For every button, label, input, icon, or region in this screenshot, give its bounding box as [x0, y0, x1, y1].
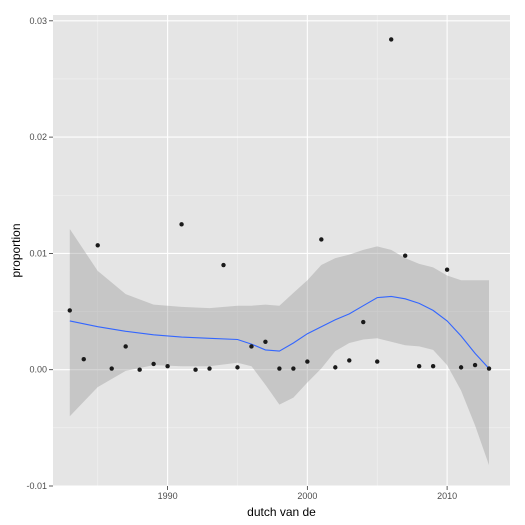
y-axis-title: proportion	[9, 223, 23, 277]
data-point	[179, 222, 184, 227]
smooth-line	[69, 295, 490, 369]
data-point	[249, 344, 254, 349]
data-point	[193, 367, 198, 372]
data-point	[165, 364, 170, 369]
data-point	[137, 367, 142, 372]
data-point	[444, 267, 450, 272]
data-point	[207, 366, 212, 371]
data-point	[416, 364, 422, 369]
data-point	[221, 262, 226, 268]
data-point	[263, 339, 268, 344]
plot-panel	[53, 15, 510, 486]
data-point	[81, 357, 86, 362]
y-tick-label: 0.03	[29, 16, 47, 26]
minor-grid	[53, 15, 510, 486]
y-tick-label: 0.01	[29, 248, 47, 258]
data-point	[123, 344, 128, 349]
y-tick-label: -0.01	[26, 481, 47, 491]
data-points	[67, 37, 492, 372]
data-point	[277, 366, 282, 371]
data-point	[235, 365, 240, 370]
data-point	[319, 237, 324, 242]
x-axis-ticks: 1990 2000 2010	[158, 486, 457, 501]
data-point	[67, 308, 72, 313]
data-point	[361, 319, 366, 325]
data-point	[347, 358, 352, 363]
x-axis-title: dutch van de	[247, 505, 316, 519]
data-point	[333, 365, 338, 370]
confidence-ribbon	[69, 229, 490, 466]
data-point	[486, 366, 492, 371]
y-tick-label: 0.02	[29, 132, 47, 142]
data-point	[305, 359, 310, 364]
data-point	[458, 365, 464, 370]
data-point	[109, 366, 114, 371]
data-point	[291, 366, 296, 371]
data-point	[430, 364, 436, 369]
major-grid	[53, 15, 510, 487]
data-point	[389, 37, 394, 42]
data-point	[151, 361, 156, 367]
data-point	[95, 243, 100, 248]
x-tick-label: 2000	[297, 491, 317, 501]
y-axis-ticks: -0.01 0.00 0.01 0.02 0.03	[26, 16, 53, 491]
data-point	[402, 253, 408, 258]
data-point	[472, 362, 478, 368]
x-tick-label: 2010	[437, 491, 457, 501]
data-point	[375, 359, 380, 364]
y-tick-label: 0.00	[29, 365, 47, 375]
x-tick-label: 1990	[158, 491, 178, 501]
